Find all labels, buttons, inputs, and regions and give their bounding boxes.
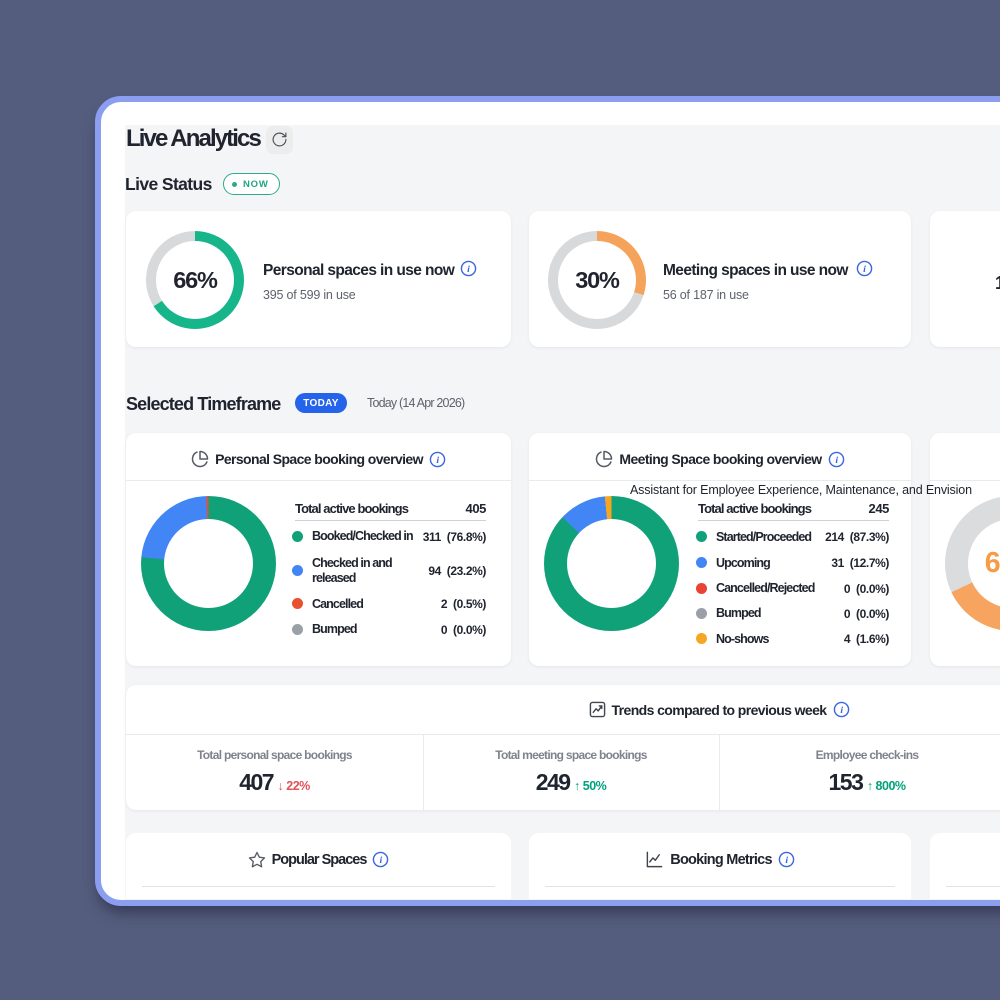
svg-text:i: i — [835, 455, 838, 466]
svg-text:i: i — [467, 264, 470, 275]
svg-text:i: i — [436, 455, 439, 466]
svg-text:i: i — [380, 855, 383, 866]
svg-text:i: i — [863, 264, 866, 275]
svg-text:i: i — [840, 705, 843, 716]
svg-text:i: i — [785, 855, 788, 866]
